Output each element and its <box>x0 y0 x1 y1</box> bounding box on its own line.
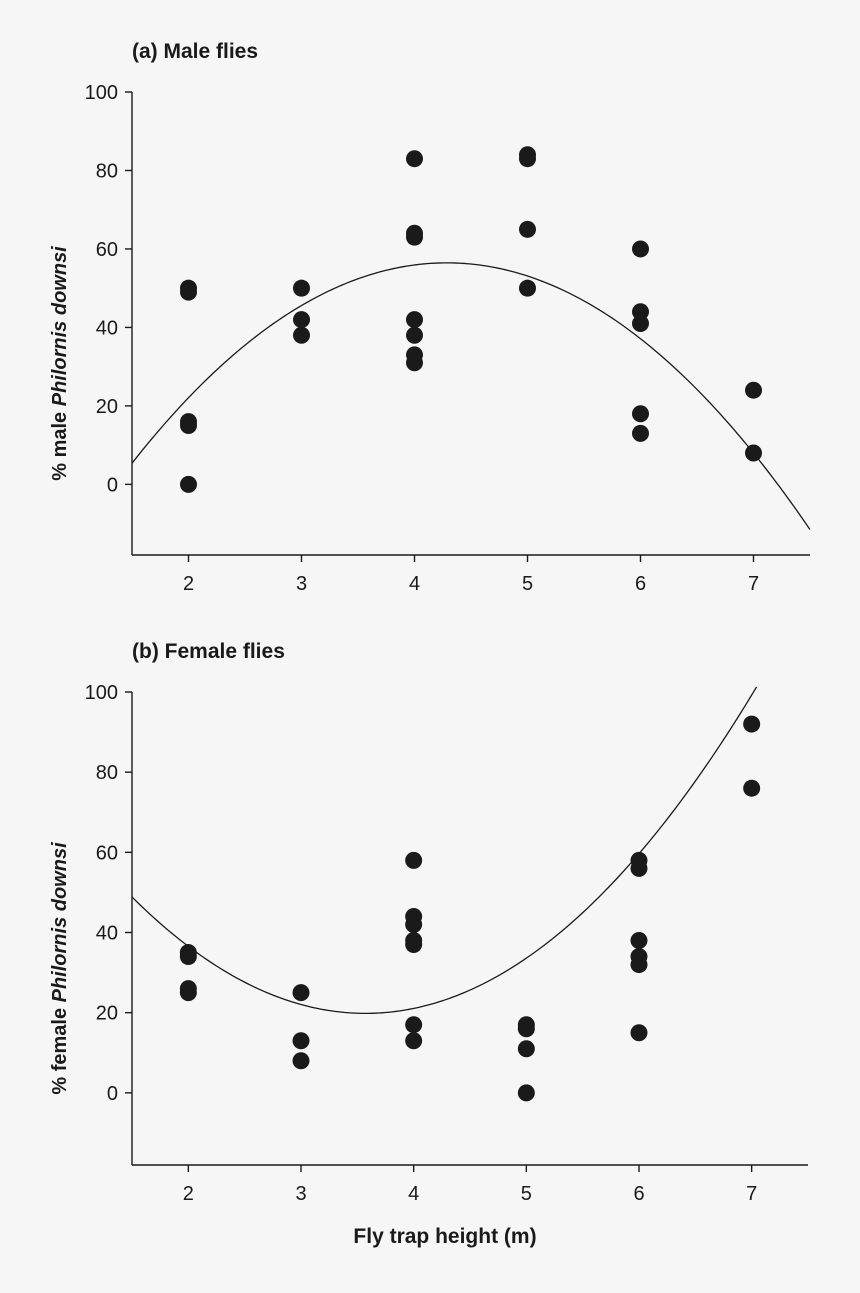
y-tick-label: 60 <box>96 239 118 261</box>
data-point <box>632 240 649 258</box>
y-axis-label-species: Philornis downsi <box>49 842 71 1002</box>
data-point <box>632 424 649 442</box>
panel-title: (b) Female flies <box>132 640 285 663</box>
data-point <box>179 948 197 966</box>
x-tick-label: 7 <box>746 1183 757 1205</box>
y-tick-label: 40 <box>96 923 118 945</box>
x-tick-label: 2 <box>183 1183 194 1205</box>
y-axis-label-species: Philornis downsi <box>49 246 71 406</box>
fitted-curve <box>132 262 810 530</box>
y-tick-label: 80 <box>96 160 118 182</box>
data-point <box>293 326 310 344</box>
data-point <box>406 311 423 329</box>
y-tick-label: 60 <box>96 842 118 864</box>
x-tick-label: 6 <box>635 573 646 595</box>
data-point <box>292 1032 310 1050</box>
data-point <box>406 228 423 246</box>
data-point <box>632 405 649 423</box>
data-point <box>293 279 310 297</box>
y-tick-label: 100 <box>85 82 118 104</box>
data-point <box>745 444 762 462</box>
data-point <box>405 1032 423 1050</box>
x-tick-label: 3 <box>296 573 307 595</box>
data-point <box>293 311 310 329</box>
y-tick-label: 20 <box>96 396 118 418</box>
data-point <box>292 1052 310 1070</box>
x-tick-label: 2 <box>183 573 194 595</box>
data-point <box>179 984 197 1002</box>
x-axis-label: Fly trap height (m) <box>353 1225 536 1248</box>
data-point <box>745 381 762 399</box>
data-point <box>519 279 536 297</box>
data-point <box>630 859 648 877</box>
data-point <box>405 915 423 933</box>
data-point <box>406 354 423 372</box>
y-tick-label: 80 <box>96 762 118 784</box>
y-tick-label: 0 <box>107 474 118 496</box>
data-point <box>632 315 649 332</box>
data-point <box>517 1020 535 1038</box>
data-point <box>180 417 197 435</box>
data-point <box>406 326 423 344</box>
x-tick-label: 7 <box>748 573 759 595</box>
data-point <box>405 1016 423 1034</box>
data-point <box>630 932 648 950</box>
data-point <box>743 715 761 733</box>
x-tick-label: 6 <box>633 1183 644 1205</box>
x-tick-label: 5 <box>522 573 533 595</box>
panel-male-flies: (a) Male flies 0 20 40 60 80 100 2 3 4 5 6 7 % male P… <box>49 40 810 595</box>
data-point <box>519 150 536 168</box>
y-tick-label: 20 <box>96 1003 118 1025</box>
x-tick-label: 4 <box>408 1183 419 1205</box>
data-point <box>632 303 649 321</box>
y-axis-label-prefix: % female <box>49 1002 71 1094</box>
data-point <box>292 984 310 1002</box>
x-tick-label: 5 <box>521 1183 532 1205</box>
y-tick-label: 40 <box>96 317 118 339</box>
data-point <box>630 1024 648 1042</box>
x-tick-label: 4 <box>409 573 420 595</box>
y-axis-label-prefix: % male <box>49 406 71 480</box>
x-tick-label: 3 <box>295 1183 306 1205</box>
data-point <box>519 220 536 238</box>
data-point <box>743 779 761 797</box>
data-point <box>630 956 648 974</box>
y-tick-label: 0 <box>107 1083 118 1105</box>
panel-title: (a) Male flies <box>132 40 258 63</box>
y-tick-label: 100 <box>85 682 118 704</box>
data-point <box>405 851 423 869</box>
y-axis-label: % male Philornis downsi <box>49 246 71 481</box>
data-point <box>180 283 197 301</box>
panel-female-flies: (b) Female flies 0 20 40 60 80 100 2 3 4 5 6 7 % fema… <box>49 640 808 1248</box>
data-point <box>517 1040 535 1058</box>
data-point <box>517 1084 535 1102</box>
data-point <box>405 936 423 954</box>
data-point <box>406 150 423 168</box>
y-axis-label: % female Philornis downsi <box>49 842 71 1095</box>
fitted-curve <box>132 687 758 1015</box>
data-point <box>180 475 197 493</box>
